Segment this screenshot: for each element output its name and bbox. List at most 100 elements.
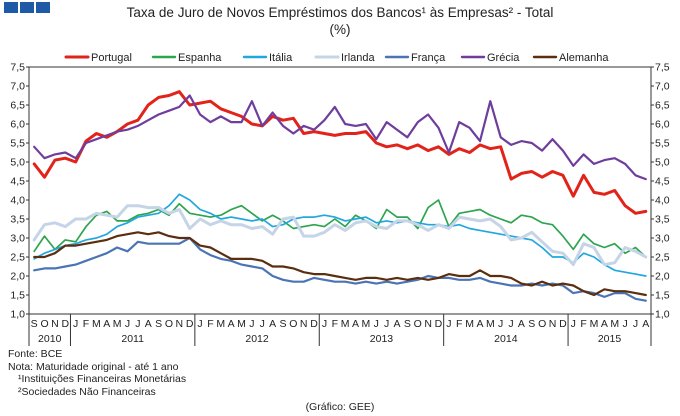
x-month-label: J	[498, 318, 503, 330]
y-tick-label-right: 6,0	[655, 119, 670, 131]
x-month-label: N	[176, 318, 184, 330]
x-month-label: J	[571, 318, 576, 330]
x-month-label: O	[538, 318, 546, 330]
y-tick-label-right: 6,5	[655, 100, 670, 112]
x-month-label: J	[508, 318, 513, 330]
series-line-irlanda	[32, 204, 648, 267]
x-month-label: A	[476, 318, 483, 330]
x-month-label: A	[228, 318, 235, 330]
legend-label: Portugal	[91, 52, 132, 64]
x-month-label: A	[269, 318, 276, 330]
x-month-label: J	[622, 318, 627, 330]
y-tick-label-right: 7,0	[655, 81, 670, 93]
y-tick-label-left: 2,5	[10, 252, 25, 264]
x-month-label: J	[197, 318, 202, 330]
x-month-label: A	[601, 318, 608, 330]
x-month-label: J	[73, 318, 78, 330]
series-line-itália	[33, 193, 647, 277]
legend-label: Grécia	[487, 52, 520, 64]
x-month-label: A	[518, 318, 525, 330]
y-tick-label-right: 2,0	[655, 271, 670, 283]
y-tick-label-left: 3,5	[10, 214, 25, 226]
y-tick-label-left: 1,0	[10, 309, 25, 321]
y-tick-label-left: 6,5	[10, 100, 25, 112]
footnote-2: ²Sociedades Não Financeiras	[18, 385, 156, 398]
x-month-label: J	[135, 318, 140, 330]
y-tick-label-right: 3,0	[655, 233, 670, 245]
y-tick-label-right: 4,0	[655, 195, 670, 207]
source-note: Fonte: BCE	[8, 348, 63, 360]
x-month-label: M	[341, 318, 350, 330]
x-month-label: A	[352, 318, 359, 330]
chart-credit: (Gráfico: GEE)	[305, 401, 375, 413]
x-month-label: D	[310, 318, 318, 330]
legend-label: Itália	[269, 52, 293, 64]
y-tick-label-right: 5,5	[655, 138, 670, 150]
series-line-alemanha	[33, 231, 647, 297]
x-month-label: D	[61, 318, 69, 330]
chart-unit: (%)	[329, 22, 351, 37]
x-month-label: J	[322, 318, 327, 330]
x-month-label: J	[125, 318, 130, 330]
legend-label: Espanha	[178, 52, 222, 64]
y-tick-label-right: 1,5	[655, 290, 670, 302]
x-month-label: F	[207, 318, 213, 330]
y-tick-label-left: 1,5	[10, 290, 25, 302]
series-line-grécia	[33, 94, 647, 181]
x-month-label: J	[374, 318, 379, 330]
chart-notes: Fonte: BCE Nota: Maturidade original - a…	[8, 348, 186, 398]
x-year-label: 2012	[245, 333, 269, 345]
x-month-label: J	[446, 318, 451, 330]
x-month-label: N	[51, 318, 59, 330]
x-month-label: A	[394, 318, 401, 330]
maturity-note: Nota: Maturidade original - até 1 ano	[8, 360, 179, 373]
legend-label: Irlanda	[341, 52, 376, 64]
x-month-label: S	[155, 318, 162, 330]
y-tick-label-left: 7,5	[10, 62, 25, 74]
x-month-label: J	[384, 318, 389, 330]
x-month-label: M	[113, 318, 122, 330]
x-month-label: M	[486, 318, 495, 330]
series-line-espanha	[33, 199, 647, 258]
y-tick-label-right: 1,0	[655, 309, 670, 321]
x-month-label: M	[362, 318, 371, 330]
x-month-label: A	[642, 318, 649, 330]
x-year-label: 2011	[121, 333, 144, 345]
x-month-label: S	[31, 318, 38, 330]
series-line-portugal	[32, 90, 648, 215]
x-month-label: N	[300, 318, 308, 330]
x-month-label: S	[528, 318, 535, 330]
x-month-label: J	[260, 318, 265, 330]
x-month-label: M	[237, 318, 246, 330]
x-month-label: J	[633, 318, 638, 330]
x-month-label: M	[465, 318, 474, 330]
y-tick-label-right: 7,5	[655, 62, 670, 74]
y-tick-label-left: 2,0	[10, 271, 25, 283]
x-month-label: F	[83, 318, 89, 330]
x-month-label: M	[590, 318, 599, 330]
x-year-label: 2010	[38, 333, 62, 345]
x-month-label: M	[92, 318, 101, 330]
y-tick-label-left: 5,5	[10, 138, 25, 150]
x-year-label: 2013	[370, 333, 394, 345]
x-month-label: S	[279, 318, 286, 330]
x-month-label: D	[435, 318, 443, 330]
y-tick-label-right: 3,5	[655, 214, 670, 226]
x-year-label: 2014	[494, 333, 518, 345]
x-month-label: F	[332, 318, 338, 330]
x-month-label: N	[424, 318, 432, 330]
x-month-label: D	[186, 318, 194, 330]
x-month-label: M	[610, 318, 619, 330]
x-month-label: O	[289, 318, 297, 330]
x-month-label: A	[145, 318, 152, 330]
legend-label: Alemanha	[559, 52, 609, 64]
x-month-label: F	[580, 318, 586, 330]
x-month-label: O	[40, 318, 48, 330]
x-month-label: N	[549, 318, 557, 330]
logo	[4, 2, 50, 13]
x-month-label: F	[456, 318, 462, 330]
y-tick-label-right: 4,5	[655, 176, 670, 188]
y-tick-label-left: 4,0	[10, 195, 25, 207]
x-month-label: O	[414, 318, 422, 330]
